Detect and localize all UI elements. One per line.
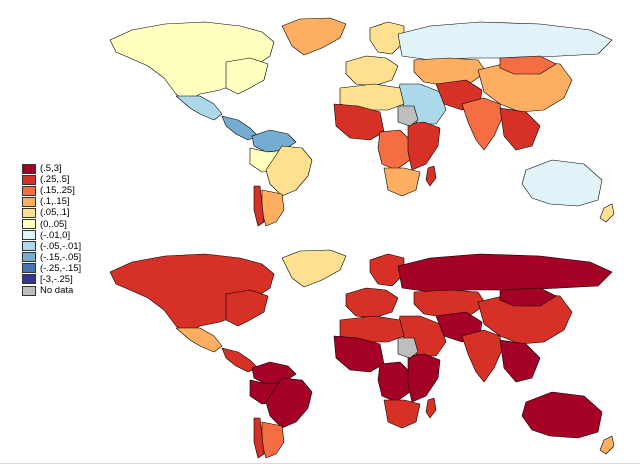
legend-item: (.15,.25] [22,185,81,196]
region-southern-africa [383,167,421,197]
region-chile [253,417,265,459]
region-central-africa [377,361,413,403]
legend-label: (0,.05] [40,218,67,230]
world-map-bottom [109,249,615,459]
region-central-asia [413,289,487,319]
legend-item: (.1,.15] [22,196,81,207]
legend-item: [-3,-.25] [22,274,81,285]
region-madagascar [425,397,437,419]
region-chile [253,185,265,227]
region-east-africa [407,353,441,403]
legend: (.5,3] (.25,.5] (.15,.25] (.1,.15] (.05,.1](… [22,163,81,296]
region-australia [521,159,603,207]
region-central-asia [413,57,487,87]
region-greenland [281,17,347,56]
region-west-europe [345,55,399,87]
legend-label: (-.25,-.15] [40,262,82,274]
region-scandinavia [369,253,405,287]
legend-swatch [22,174,36,185]
legend-label: (.05,.1] [40,207,70,219]
region-mexico [175,327,223,353]
legend-swatch [22,274,36,285]
region-madagascar [425,165,437,187]
region-mexico [175,95,223,121]
legend-item: (-.05,-.01] [22,241,81,252]
region-new-zealand [599,435,615,455]
legend-swatch [22,163,36,174]
legend-item: No data [22,285,81,296]
region-india [461,97,503,151]
legend-swatch [22,219,36,230]
legend-swatch [22,285,36,296]
legend-swatch [22,207,36,218]
world-map-top [109,17,615,227]
legend-item: (-.25,-.15] [22,263,81,274]
legend-label: (-.05,-.01] [40,240,82,252]
region-new-zealand [599,203,615,223]
legend-item: (-.15,-.05] [22,252,81,263]
legend-label: (.5,3] [40,163,62,175]
region-west-africa [333,103,385,141]
legend-item: (.05,.1] [22,207,81,218]
region-sudan [397,337,419,359]
legend-swatch [22,196,36,207]
legend-swatch [22,185,36,196]
region-australia [521,391,603,439]
region-usa-east [225,57,269,95]
region-argentina [261,189,285,227]
region-west-africa [333,335,385,373]
legend-label: [-3,-.25] [40,273,73,285]
region-argentina [261,421,285,459]
legend-swatch [22,230,36,241]
region-southern-africa [383,399,421,429]
region-west-europe [345,287,399,319]
legend-label: (.25,.5] [40,174,70,186]
region-mongolia [499,287,557,307]
region-india [461,329,503,383]
legend-item: (.25,.5] [22,174,81,185]
bottom-divider [0,463,640,464]
legend-swatch [22,263,36,274]
legend-label: (-.15,-.05] [40,251,82,263]
region-scandinavia [369,21,405,55]
region-brazil [265,145,313,197]
region-russia [397,253,613,293]
legend-item: (.5,3] [22,163,81,174]
legend-item: (-.01,0] [22,230,81,241]
region-usa-east [225,289,269,327]
region-southeast-asia [499,339,541,383]
region-greenland [281,249,347,288]
legend-label: (-.01,0] [40,229,71,241]
region-southeast-asia [499,107,541,151]
region-russia [397,21,613,61]
legend-label: (.15,.25] [40,185,75,197]
region-brazil [265,377,313,429]
region-central-africa [377,129,413,171]
legend-label: (.1,.15] [40,196,70,208]
region-east-africa [407,121,441,171]
region-sudan [397,105,419,127]
region-mongolia [499,55,557,75]
legend-item: (0,.05] [22,218,81,230]
legend-swatch [22,252,36,263]
legend-swatch [22,241,36,252]
legend-label: No data [40,285,74,297]
